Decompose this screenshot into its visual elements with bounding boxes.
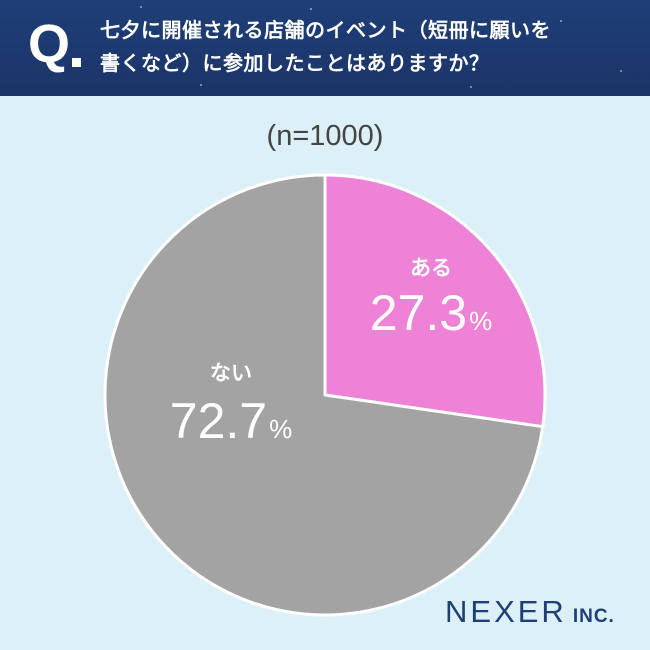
question-line-1: 七夕に開催される店舗のイベント（短冊に願いを	[100, 18, 551, 42]
question-text: 七夕に開催される店舗のイベント（短冊に願いを 書くなど）に参加したことはあります…	[100, 14, 630, 80]
star-decoration	[560, 20, 562, 22]
sample-size-label: (n=1000)	[266, 120, 384, 152]
slice-no-value: 72.7%	[170, 393, 292, 449]
q-dot	[72, 58, 81, 67]
slice-yes	[323, 173, 547, 429]
question-header: Q 七夕に開催される店舗のイベント（短冊に願いを 書くなど）に参加したことはあり…	[0, 0, 650, 96]
star-decoration	[470, 86, 472, 88]
slice-yes-label: ある	[410, 256, 452, 280]
slice-no-label: ない	[210, 361, 252, 385]
slice-no	[103, 173, 545, 617]
star-decoration	[620, 70, 622, 72]
question-line-2: 書くなど）に参加したことはありますか？	[100, 51, 490, 75]
q-mark: Q	[28, 14, 71, 74]
star-decoration	[310, 8, 312, 10]
logo-main-text: NEXER	[445, 594, 567, 629]
slice-yes-value: 27.3%	[370, 285, 492, 341]
nexer-logo: NEXER INC.	[445, 594, 615, 630]
star-decoration	[200, 84, 202, 86]
logo-sub-text: INC.	[572, 606, 615, 627]
star-decoration	[140, 6, 142, 8]
